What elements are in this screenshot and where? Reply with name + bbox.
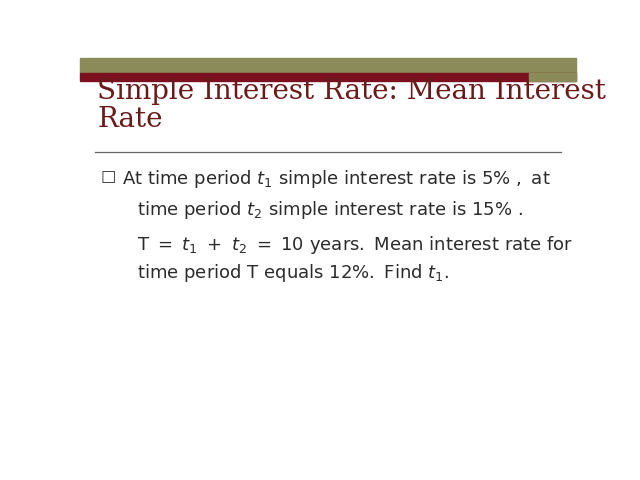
Text: □: □ [101, 168, 116, 183]
Text: Simple Interest Rate: Mean Interest: Simple Interest Rate: Mean Interest [97, 78, 606, 105]
Bar [80, 73, 576, 81]
Text: $\mathregular{T\ =\ }t_1\mathregular{\ +\ }t_2\mathregular{\ =\ 10\ years.\ Mean: $\mathregular{T\ =\ }t_1\mathregular{\ +… [137, 234, 573, 256]
Bar [80, 58, 576, 73]
Bar [529, 73, 576, 81]
Text: Rate: Rate [97, 106, 163, 132]
Text: $\mathregular{time\ period\ }t_2\mathregular{\ simple\ interest\ rate\ is\ 15\%\: $\mathregular{time\ period\ }t_2\mathreg… [137, 199, 523, 221]
Text: $\mathregular{At\ time\ period\ }t_1\mathregular{\ simple\ interest\ rate\ is\ 5: $\mathregular{At\ time\ period\ }t_1\mat… [122, 168, 551, 191]
Text: $\mathregular{time\ period\ T\ equals\ 12\%.\ Find\ }t_1\mathregular{.}$: $\mathregular{time\ period\ T\ equals\ 1… [137, 263, 449, 285]
